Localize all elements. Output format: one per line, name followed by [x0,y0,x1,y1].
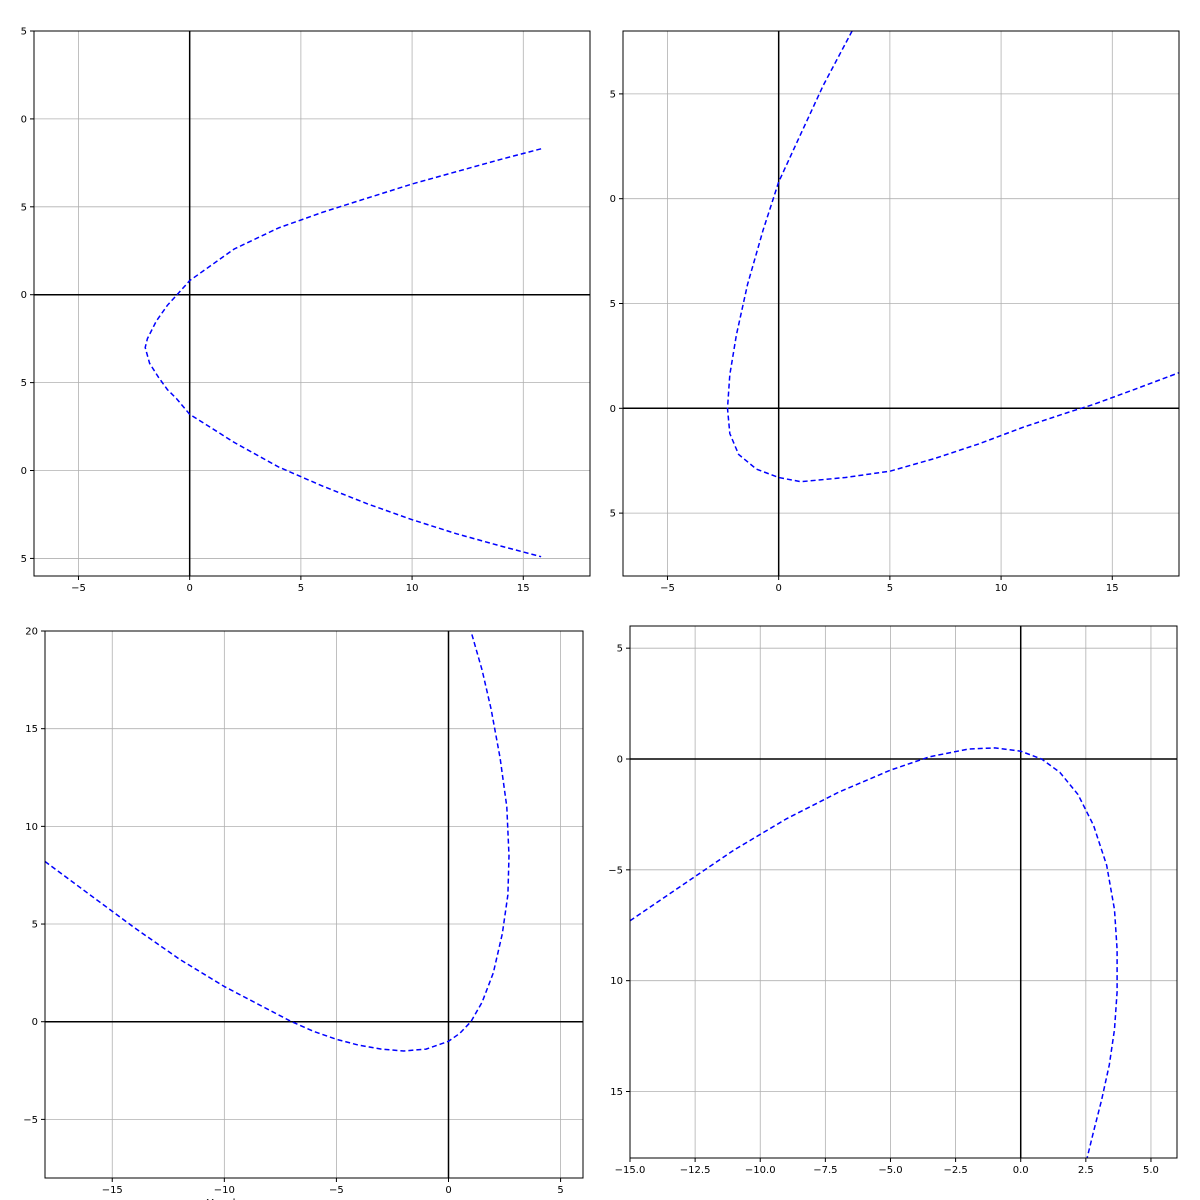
x-tick-label: 5.0 [1143,1165,1159,1176]
y-tick-label: 15 [25,724,38,735]
x-tick-label: 10 [406,583,419,594]
plot-frame [44,630,584,1179]
x-tick-label: 5 [887,583,893,594]
x-tick-label: −12.5 [680,1165,711,1176]
y-tick-label: 5 [610,509,616,520]
series-line [144,148,542,558]
x-tick-label: 0 [445,1185,451,1196]
x-tick-label: −10.0 [745,1165,776,1176]
x-tick-label: −5 [660,583,675,594]
y-tick-label: 10 [610,976,623,987]
x-tick-label: 10 [995,583,1008,594]
x-tick-label: 0 [775,583,781,594]
y-tick-label: 5 [21,202,27,213]
grid-lines [629,626,1177,1158]
x-tick-label: 15 [1106,583,1119,594]
x-tick-label: −5 [71,583,86,594]
x-tick-label: −15.0 [615,1165,646,1176]
grid-lines [34,30,590,576]
x-tick-label: 2.5 [1078,1165,1094,1176]
y-tick-label: 5 [21,554,27,565]
x-tick-label: 5 [557,1185,563,1196]
grid-lines [623,31,1179,576]
x-tick-label: −5.0 [878,1165,902,1176]
y-tick-label: 5 [617,644,623,655]
y-tick-label: 20 [25,627,38,638]
x-tick-label: −15 [102,1185,123,1196]
x-tick-label: −10 [214,1185,235,1196]
y-tick-label: 0 [21,290,27,301]
y-tick-label: −5 [23,1115,38,1126]
y-tick-label: 0 [610,404,616,415]
y-tick-label: 10 [25,822,38,833]
x-tick-label: 15 [517,583,530,594]
plot-frame [629,625,1178,1159]
chart-panel-2: −5 0 5 10 15 5 0 5 0 5 [610,30,1180,594]
chart-panel-1: −5 0 5 10 15 5 0 5 0 5 0 5 [21,27,591,594]
y-tick-label: 5 [32,920,38,931]
y-tick-label: 0 [21,114,27,125]
y-tick-label: 5 [610,89,616,100]
chart-panel-4: −15.0 −12.5 −10.0 −7.5 −5.0 −2.5 0.0 2.5 5.0 5 0 −5… [608,625,1178,1176]
y-tick-label: 5 [21,27,27,38]
x-tick-label: −7.5 [813,1165,837,1176]
grid-lines [45,630,583,1178]
x-tick-label: −2.5 [943,1165,967,1176]
y-tick-label: 0 [21,466,27,477]
x-tick-label: −5 [329,1185,344,1196]
x-tick-label: 0.0 [1013,1165,1029,1176]
x-tick-label: 5 [298,583,304,594]
series-line [630,747,1118,1158]
y-tick-label: 5 [21,378,27,389]
y-tick-label: 5 [610,299,616,310]
chart-panel-3: −15 −10 −5 0 5 −5 0 5 10 15 20 X-axis [23,627,584,1200]
y-tick-label: 0 [610,194,616,205]
y-tick-label: 0 [617,755,623,766]
x-tick-label: 0 [186,583,192,594]
plot-frame [33,30,591,577]
series-line [45,631,510,1052]
series-line [726,31,1179,483]
x-axis-label: X-axis [206,1197,242,1200]
y-tick-label: 0 [32,1017,38,1028]
y-tick-label: −5 [608,865,623,876]
y-tick-label: 15 [610,1087,623,1098]
